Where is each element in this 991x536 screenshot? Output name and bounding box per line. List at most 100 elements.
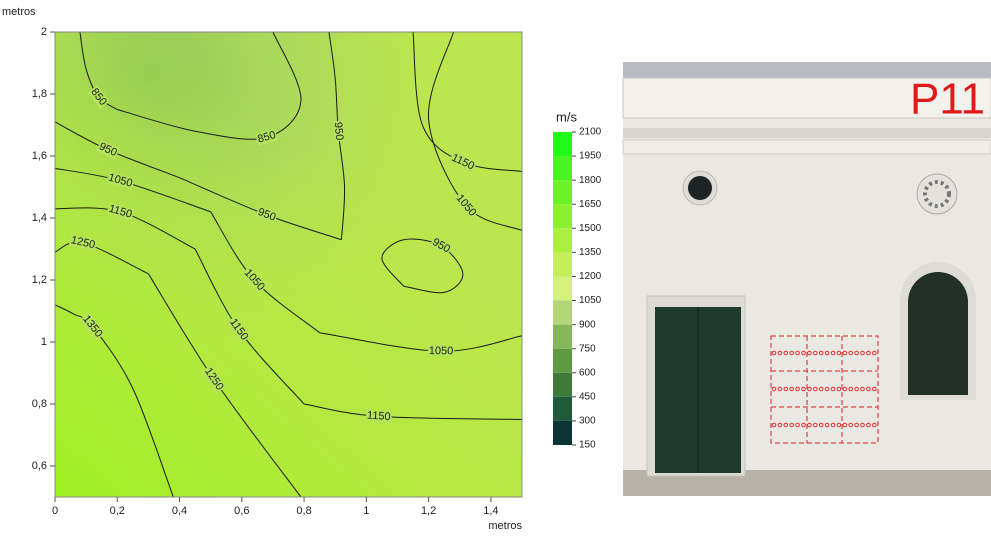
colorbar-segment xyxy=(553,372,572,397)
measure-point xyxy=(783,350,789,356)
colorbar-tick-label: 150 xyxy=(579,440,596,451)
contour-label: 1150 xyxy=(367,409,391,423)
plot-shading xyxy=(55,32,522,497)
measure-point xyxy=(824,422,830,428)
rose-window xyxy=(916,173,958,215)
x-tick-label: 0,6 xyxy=(234,505,249,517)
measure-point xyxy=(795,350,800,356)
y-tick-label: 0,6 xyxy=(32,460,47,472)
plot-frame xyxy=(54,31,523,498)
measure-point xyxy=(801,422,806,428)
colorbar-tick-label: 2100 xyxy=(579,127,602,138)
measure-point xyxy=(795,422,800,428)
x-axis-label: metros xyxy=(488,520,522,532)
contour-label: 1050 xyxy=(429,345,454,357)
measure-point xyxy=(860,386,865,392)
measure-point xyxy=(783,422,789,428)
contour-label: 850 xyxy=(256,129,277,146)
colorbar-segment xyxy=(553,420,572,445)
measure-point xyxy=(807,386,812,392)
x-tick-label: 1,4 xyxy=(483,505,498,517)
measure-point xyxy=(848,422,854,428)
measure-point xyxy=(860,350,865,356)
measure-point xyxy=(813,422,818,428)
x-tick-label: 0,2 xyxy=(110,505,125,517)
colorbar-tick-label: 1650 xyxy=(579,199,602,210)
colorbar-tick-label: 1950 xyxy=(579,151,602,162)
measure-point xyxy=(813,350,818,356)
colorbar-label: m/s xyxy=(556,109,577,124)
y-tick-label: 2 xyxy=(41,26,47,38)
measure-point xyxy=(777,422,783,428)
measure-point xyxy=(866,386,871,392)
measure-point xyxy=(807,422,812,428)
measure-point xyxy=(818,386,824,392)
colorbar-tick-label: 750 xyxy=(579,343,596,354)
parapet xyxy=(622,77,991,119)
contour-label-bg xyxy=(201,364,227,394)
contour-line xyxy=(428,31,523,231)
measure-point xyxy=(818,350,824,356)
measure-point xyxy=(818,422,824,428)
measure-point xyxy=(836,350,842,356)
colorbar-segment xyxy=(553,132,572,157)
measure-point xyxy=(789,386,795,392)
measure-point xyxy=(836,386,842,392)
colorbar-tick-label: 1350 xyxy=(579,247,602,258)
measure-point xyxy=(848,386,854,392)
measure-point xyxy=(836,422,842,428)
measure-point xyxy=(801,386,806,392)
measure-point xyxy=(830,350,836,356)
measure-point xyxy=(830,386,836,392)
colorbar-segment xyxy=(553,252,572,277)
measure-point xyxy=(866,422,871,428)
measure-points xyxy=(771,350,877,428)
colorbar-segment xyxy=(553,300,572,325)
colorbar: 150 300 450 600 750 900 1050 1200 1350 1500 1650 18… xyxy=(553,127,602,451)
y-tick-label: 1 xyxy=(41,336,47,348)
colorbar-segment xyxy=(553,396,572,421)
colorbar-segment xyxy=(553,204,572,229)
colorbar-tick-label: 600 xyxy=(579,367,596,378)
colorbar-segment xyxy=(553,228,572,253)
y-axis-label: metros xyxy=(2,6,36,18)
cornice xyxy=(622,139,991,155)
measure-point xyxy=(777,386,783,392)
contour-label-bg xyxy=(96,140,120,160)
measure-point xyxy=(842,350,848,356)
x-tick-label: 0,8 xyxy=(296,505,311,517)
photo: P11 xyxy=(622,62,991,496)
contour-label-bg xyxy=(226,315,252,344)
measure-point xyxy=(783,386,789,392)
measure-point xyxy=(824,350,830,356)
measure-point xyxy=(807,350,812,356)
contour-label-bg xyxy=(68,233,98,252)
contour-label-bg xyxy=(365,409,393,424)
measure-point xyxy=(789,422,795,428)
colorbar-tick-label: 900 xyxy=(579,319,596,330)
contour-label-bg xyxy=(331,120,346,142)
colorbar-tick-label: 1050 xyxy=(579,295,602,306)
measure-point xyxy=(777,350,783,356)
y-tick-label: 1,6 xyxy=(32,150,47,162)
y-tick-label: 1,8 xyxy=(32,88,47,100)
measure-point xyxy=(830,422,836,428)
contour-line xyxy=(412,31,523,172)
colorbar-tick-label: 450 xyxy=(579,391,596,402)
colorbar-segment xyxy=(553,348,572,373)
contour-label-bg xyxy=(427,345,455,358)
photo-label: P11 xyxy=(910,75,985,124)
contour-label: 1250 xyxy=(70,234,97,251)
measure-point xyxy=(872,422,877,428)
measure-point xyxy=(854,422,859,428)
measure-point xyxy=(866,350,871,356)
measure-point xyxy=(795,386,800,392)
y-tick-label: 0,8 xyxy=(32,398,47,410)
x-tick-label: 1 xyxy=(363,505,369,517)
measure-point xyxy=(860,422,865,428)
measure-point xyxy=(854,350,859,356)
colorbar-tick-label: 1500 xyxy=(579,223,602,234)
measure-point xyxy=(848,350,854,356)
measure-point xyxy=(813,386,818,392)
